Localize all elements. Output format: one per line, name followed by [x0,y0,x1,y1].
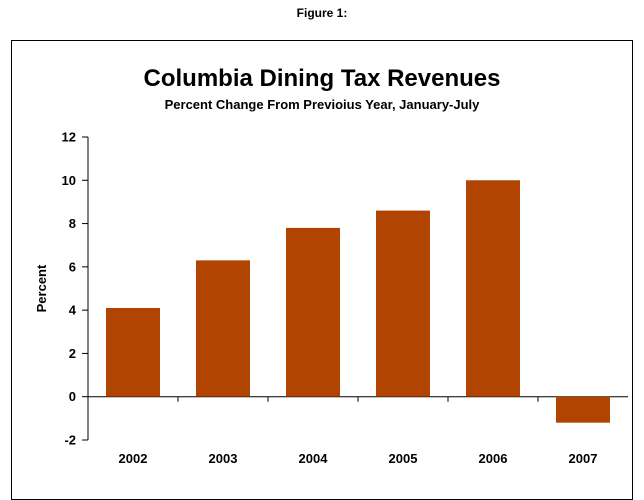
figure-label: Figure 1: [296,6,348,20]
bar-2004 [286,227,340,397]
y-tick-label: 10 [62,173,76,188]
bar-2002 [106,307,160,397]
y-tick-label: 0 [69,389,76,404]
bar-chart: Columbia Dining Tax Revenues Percent Cha… [34,65,628,466]
bar-2003 [196,260,250,397]
bar-2007 [556,396,610,423]
chart-frame: Columbia Dining Tax Revenues Percent Cha… [11,40,633,500]
chart-title: Columbia Dining Tax Revenues [144,65,501,92]
y-tick-label: 2 [69,346,76,361]
x-tick-label: 2004 [299,451,329,466]
y-axis-label: Percent [34,264,49,312]
x-tick-label: 2006 [479,451,508,466]
x-tick-label: 2007 [569,451,598,466]
x-tick-label: 2003 [209,451,238,466]
x-tick-label: 2002 [119,451,148,466]
y-tick-label: 6 [69,259,76,274]
y-tick-label: 4 [69,303,77,318]
plot-area: -2 0 2 4 6 8 10 12 2002 2003 2004 2005 2006 2007 [62,130,628,466]
bar-2005 [376,210,430,397]
x-tick-label: 2005 [389,451,418,466]
y-tick-label: 12 [62,130,76,145]
chart-subtitle: Percent Change From Previoius Year, Janu… [165,97,481,112]
y-tick-label: 8 [69,216,76,231]
bar-2006 [466,180,520,397]
y-tick-label: -2 [64,433,76,448]
